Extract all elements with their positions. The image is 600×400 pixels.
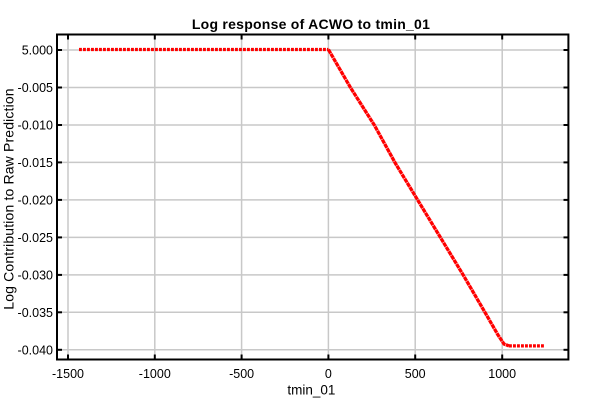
svg-text:-0.015: -0.015 (18, 156, 53, 170)
svg-text:-0.035: -0.035 (18, 306, 53, 320)
svg-text:-0.030: -0.030 (18, 268, 53, 282)
svg-text:-0.010: -0.010 (18, 119, 53, 133)
svg-text:-1000: -1000 (139, 367, 171, 381)
svg-text:-0.025: -0.025 (18, 231, 53, 245)
svg-text:Log response of ACWO to tmin_0: Log response of ACWO to tmin_01 (192, 16, 430, 32)
svg-text:-500: -500 (229, 367, 254, 381)
svg-text:500: 500 (405, 367, 426, 381)
svg-text:Log Contribution to Raw Predic: Log Contribution to Raw Prediction (1, 88, 17, 309)
svg-text:1000: 1000 (488, 367, 516, 381)
svg-text:5.000: 5.000 (22, 44, 53, 58)
svg-text:-0.005: -0.005 (18, 81, 53, 95)
svg-text:-1500: -1500 (52, 367, 84, 381)
svg-text:-0.040: -0.040 (18, 343, 53, 357)
svg-text:0: 0 (325, 367, 332, 381)
svg-text:-0.020: -0.020 (18, 193, 53, 207)
svg-text:tmin_01: tmin_01 (287, 383, 335, 398)
